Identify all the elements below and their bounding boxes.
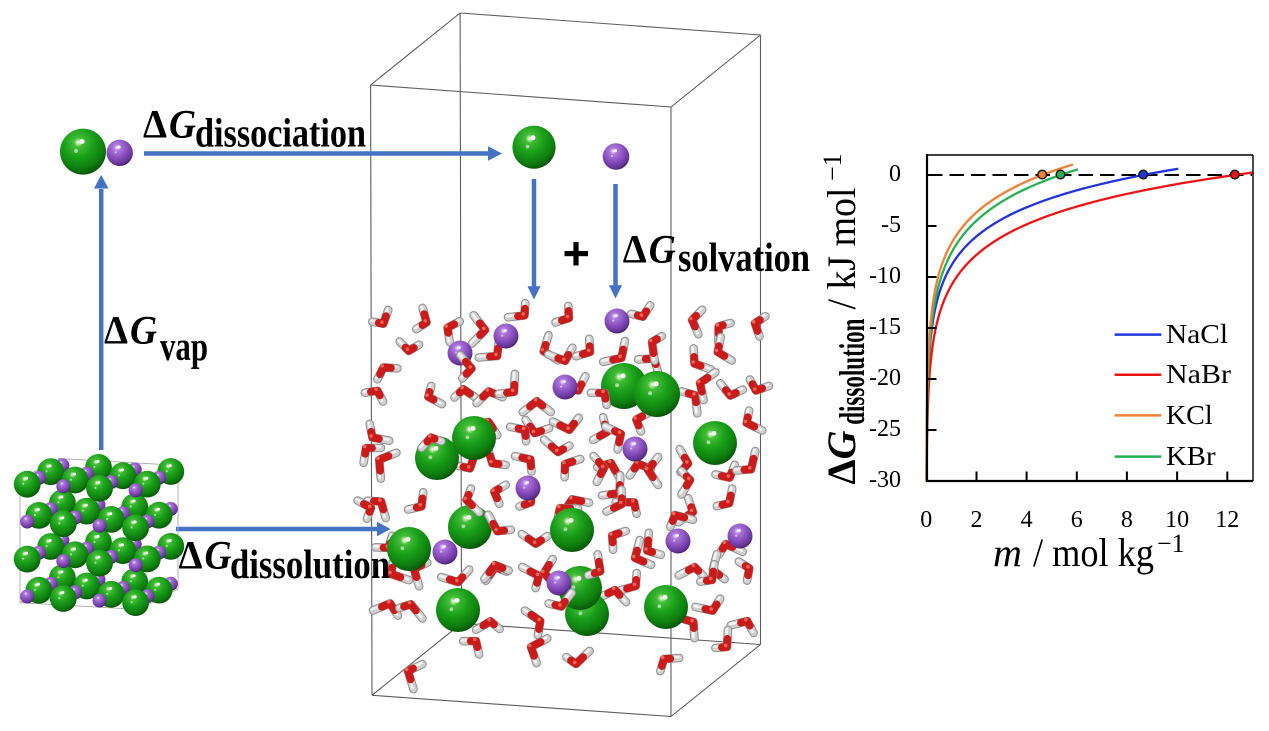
svg-text:-20: -20 — [869, 365, 901, 391]
svg-text:dissolution: dissolution — [230, 541, 390, 587]
svg-text:vap: vap — [160, 323, 208, 369]
svg-text:ΔG: ΔG — [104, 308, 157, 353]
svg-text:KBr: KBr — [1166, 441, 1216, 471]
svg-text:ΔG: ΔG — [143, 102, 196, 147]
svg-text:-30: -30 — [869, 467, 901, 493]
svg-text:solvation: solvation — [678, 234, 810, 280]
svg-text:KCl: KCl — [1166, 400, 1213, 430]
svg-text:-25: -25 — [869, 416, 901, 442]
svg-text:-15: -15 — [869, 314, 901, 340]
svg-text:ΔG dissolution/ kJ mol −1: ΔG dissolution/ kJ mol −1 — [818, 153, 872, 484]
svg-text:-5: -5 — [881, 212, 901, 238]
svg-text:NaBr: NaBr — [1166, 359, 1231, 389]
svg-text:/ mol kg: / mol kg — [1033, 530, 1154, 575]
svg-text:0: 0 — [920, 507, 932, 533]
svg-text:10: 10 — [1165, 507, 1189, 533]
svg-text:dissociation: dissociation — [195, 110, 366, 156]
svg-text:−1: −1 — [1157, 529, 1185, 558]
svg-text:-10: -10 — [869, 263, 901, 289]
svg-text:NaCl: NaCl — [1166, 319, 1228, 349]
svg-text:2: 2 — [971, 507, 983, 533]
svg-text:4: 4 — [1021, 507, 1033, 533]
svg-text:ΔG: ΔG — [179, 532, 232, 577]
svg-text:6: 6 — [1071, 507, 1083, 533]
svg-text:ΔG: ΔG — [623, 226, 676, 271]
svg-text:m: m — [993, 530, 1022, 575]
svg-text:0: 0 — [889, 161, 901, 187]
svg-text:12: 12 — [1215, 507, 1239, 533]
svg-text:8: 8 — [1121, 507, 1133, 533]
